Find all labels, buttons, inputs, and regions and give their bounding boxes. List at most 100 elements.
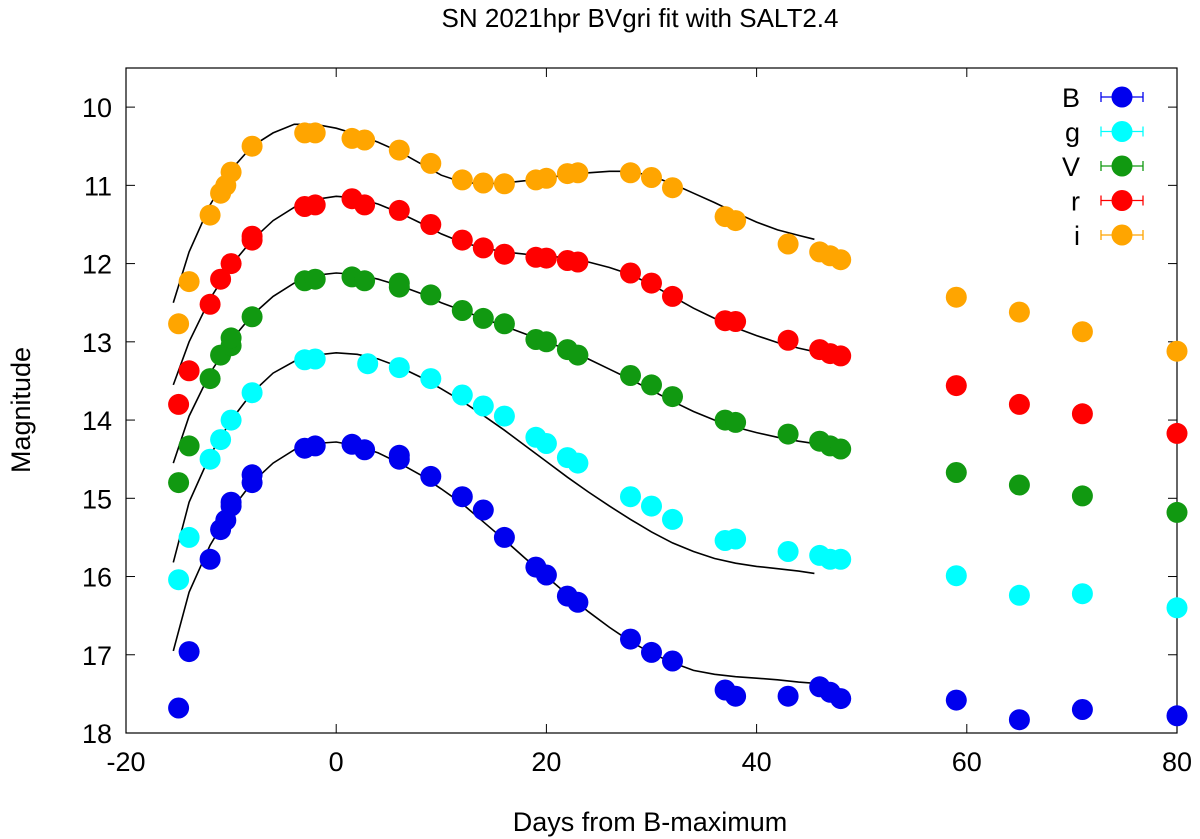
data-point-r xyxy=(620,262,641,284)
data-point-r xyxy=(1071,403,1093,425)
x-axis-ticks: -20 0 20 40 60 80 xyxy=(106,68,1192,777)
data-point-g xyxy=(620,486,641,508)
data-point-g xyxy=(641,495,662,517)
legend-marker-g xyxy=(1111,121,1133,142)
data-point-i xyxy=(168,313,190,335)
legend-marker-i xyxy=(1111,224,1133,246)
data-point-i xyxy=(493,173,515,195)
data-point-B xyxy=(472,499,494,521)
data-point-g xyxy=(777,541,799,562)
data-point-V xyxy=(199,368,221,390)
data-point-B xyxy=(354,439,376,461)
data-point-g xyxy=(241,382,263,404)
legend-marker-B xyxy=(1111,86,1133,108)
data-point-V xyxy=(662,386,683,408)
data-point-g xyxy=(210,429,232,451)
y-tick-label: 16 xyxy=(82,563,112,593)
data-point-V xyxy=(1008,474,1030,496)
data-point-g xyxy=(725,528,747,550)
data-point-V xyxy=(168,472,190,494)
data-point-i xyxy=(620,162,641,184)
data-point-g xyxy=(420,368,442,390)
data-point-g xyxy=(567,452,589,474)
data-point-B xyxy=(304,435,326,457)
x-axis-label: Days from B-maximum xyxy=(513,807,788,837)
data-point-g xyxy=(945,565,967,587)
y-tick-label: 14 xyxy=(82,406,112,436)
data-point-r xyxy=(725,311,747,332)
y-tick-label: 11 xyxy=(84,171,112,201)
data-point-r xyxy=(420,214,442,235)
data-point-g xyxy=(451,384,473,406)
data-point-i xyxy=(777,233,799,255)
data-point-V xyxy=(472,307,494,329)
data-point-g xyxy=(178,526,200,548)
data-point-r xyxy=(472,237,494,259)
data-point-V xyxy=(1071,485,1093,507)
data-point-r xyxy=(1008,393,1030,415)
data-point-g xyxy=(1008,584,1030,606)
data-point-r xyxy=(945,375,967,397)
data-point-V xyxy=(641,374,662,396)
data-point-g xyxy=(357,353,379,375)
legend-label-V: V xyxy=(1062,152,1080,182)
data-point-i xyxy=(567,162,589,184)
data-point-V xyxy=(535,331,557,353)
data-point-r xyxy=(567,251,589,273)
data-point-g xyxy=(662,508,683,530)
data-point-B xyxy=(1008,709,1030,731)
data-point-i xyxy=(220,161,242,183)
data-point-r xyxy=(641,272,662,294)
data-point-V xyxy=(178,435,200,457)
data-point-B xyxy=(168,697,190,719)
data-point-i xyxy=(199,204,221,226)
data-point-V xyxy=(420,284,442,306)
data-point-g xyxy=(493,405,515,427)
legend-label-g: g xyxy=(1065,118,1080,148)
data-point-B xyxy=(1166,705,1188,727)
data-point-i xyxy=(945,286,967,308)
data-point-V xyxy=(830,438,852,460)
data-point-i xyxy=(830,249,852,271)
y-tick-label: 15 xyxy=(82,484,112,514)
legend-label-i: i xyxy=(1074,221,1080,251)
y-tick-label: 13 xyxy=(82,328,112,358)
x-tick-label: 0 xyxy=(329,747,344,777)
x-tick-label: -20 xyxy=(106,747,145,777)
data-point-i xyxy=(1008,301,1030,323)
legend-marker-V xyxy=(1111,155,1133,177)
data-point-V xyxy=(777,423,799,445)
data-point-i xyxy=(451,169,473,191)
data-point-i xyxy=(1166,340,1188,362)
data-point-B xyxy=(420,465,442,487)
data-point-g xyxy=(388,357,410,379)
y-tick-label: 17 xyxy=(82,641,112,671)
fit-curve-g xyxy=(172,351,815,575)
data-point-r xyxy=(304,194,326,216)
data-point-B xyxy=(493,526,515,548)
data-point-i xyxy=(420,152,442,174)
data-point-r xyxy=(388,199,410,221)
data-point-g xyxy=(304,348,326,370)
data-point-r xyxy=(168,393,190,415)
data-points xyxy=(168,122,1188,731)
data-point-r xyxy=(210,268,232,290)
fit-curve-i xyxy=(172,123,815,303)
data-point-B xyxy=(620,628,641,650)
data-point-r xyxy=(220,253,242,275)
data-point-r xyxy=(451,229,473,251)
data-point-B xyxy=(725,685,747,707)
data-point-i xyxy=(304,122,326,144)
data-point-V xyxy=(241,306,263,328)
data-point-i xyxy=(1071,321,1093,343)
data-point-g xyxy=(535,433,557,454)
data-point-r xyxy=(354,194,376,216)
legend-label-B: B xyxy=(1062,83,1080,113)
data-point-i xyxy=(535,167,557,189)
x-tick-label: 80 xyxy=(1162,747,1192,777)
fit-curves xyxy=(172,123,836,686)
data-point-g xyxy=(1166,597,1188,619)
data-point-i xyxy=(662,177,683,199)
data-point-V xyxy=(620,365,641,386)
data-point-g xyxy=(472,395,494,417)
